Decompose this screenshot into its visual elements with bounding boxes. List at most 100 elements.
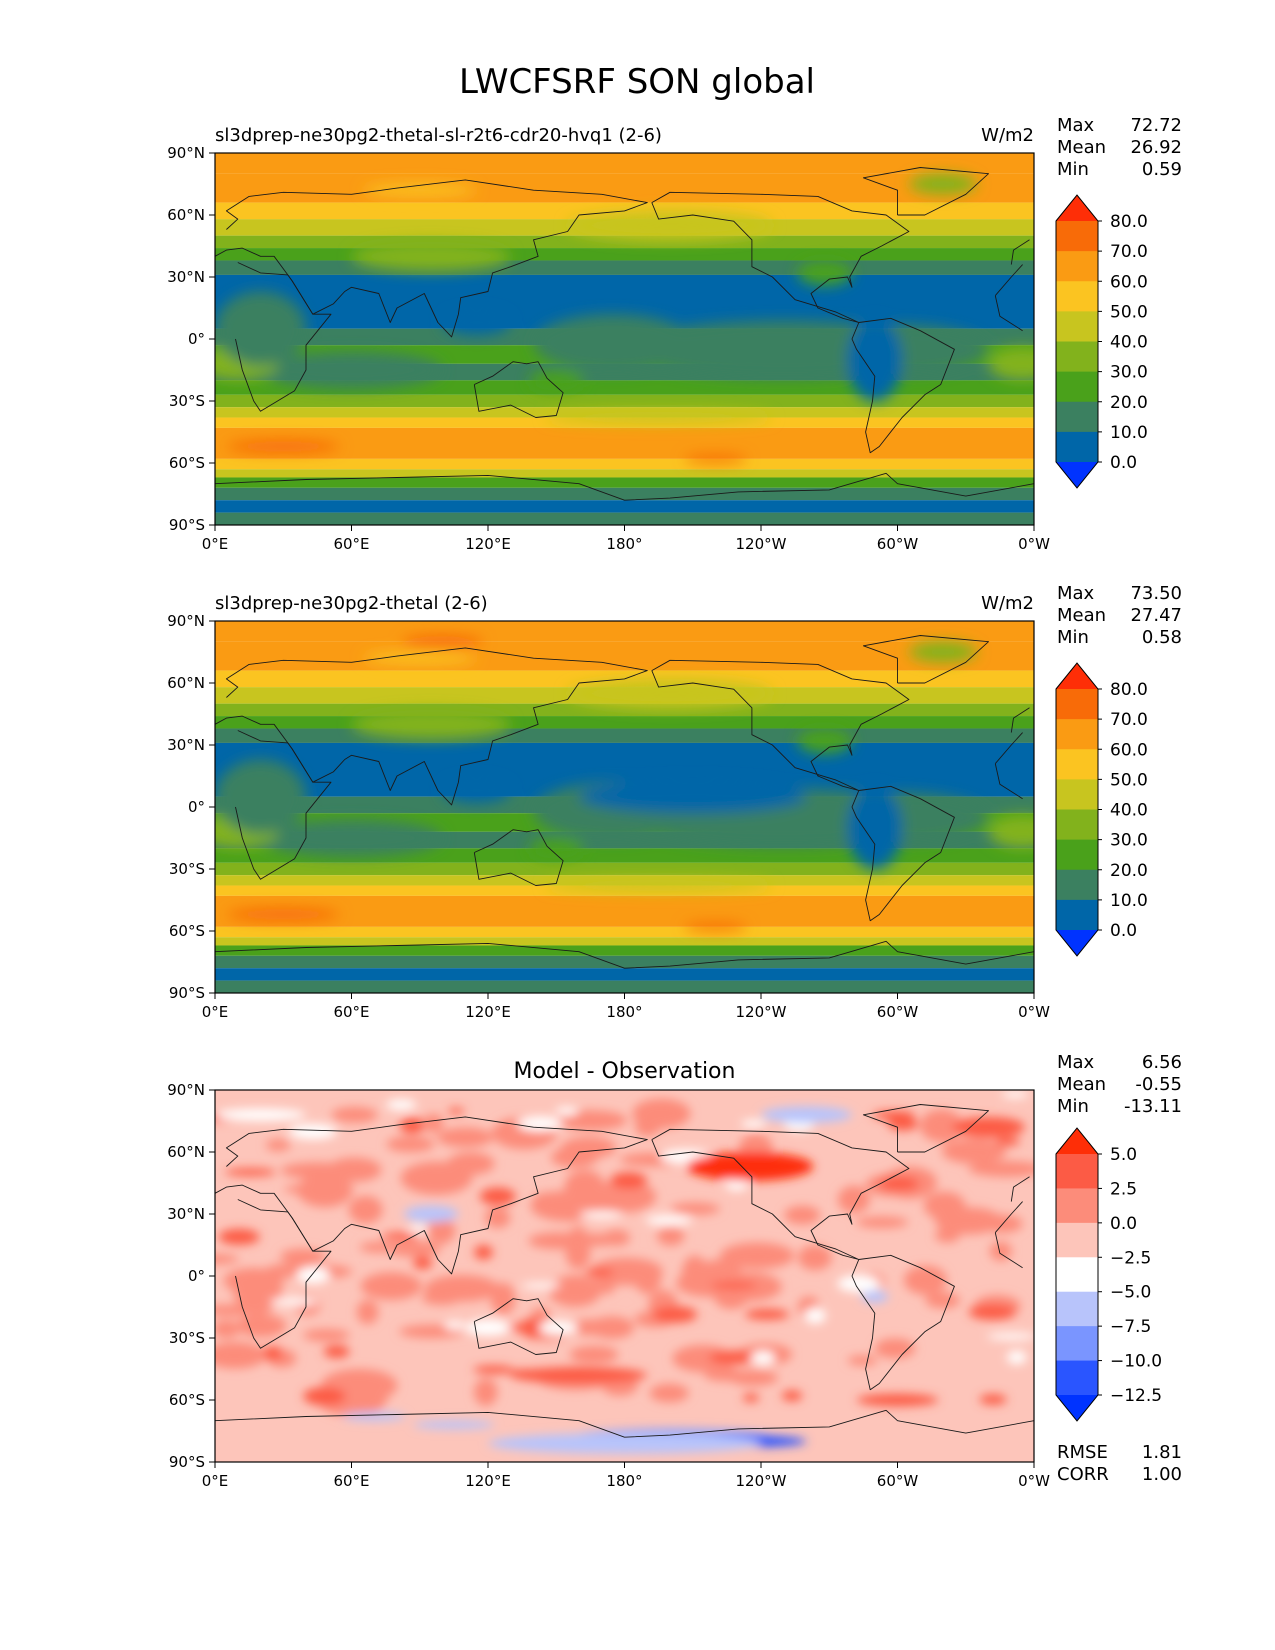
lon-tick-label: 0°E — [202, 1472, 229, 1490]
colorbar-tick-label: 30.0 — [1110, 363, 1148, 383]
lat-tick-label: 90°N — [167, 144, 205, 162]
colorbar-tick-label: 40.0 — [1110, 333, 1148, 353]
colorbar-tick-label: 5.0 — [1110, 1145, 1137, 1165]
stat-label-min: Min — [1057, 1096, 1089, 1117]
lat-tick-label: 30°S — [169, 860, 205, 878]
colorbar-tick-label: 2.5 — [1110, 1179, 1137, 1199]
stat-value-min: 0.59 — [1142, 159, 1182, 180]
lon-tick-label: 180° — [606, 1472, 642, 1490]
colorbar-tick-label: −7.5 — [1110, 1317, 1151, 1337]
stat-value-mean: 26.92 — [1130, 137, 1182, 158]
panel-subtitle: sl3dprep-ne30pg2-thetal-sl-r2t6-cdr20-hv… — [215, 125, 662, 146]
colorbar-tick-label: 0.0 — [1110, 453, 1137, 473]
colorbar-tick-label: 0.0 — [1110, 921, 1137, 941]
colorbar-tick-label: 80.0 — [1110, 680, 1148, 700]
lon-tick-label: 180° — [606, 1003, 642, 1021]
stat-value-mean: 27.47 — [1130, 605, 1182, 626]
lat-tick-label: 90°S — [169, 1453, 205, 1471]
stat-label-mean: Mean — [1057, 1074, 1106, 1095]
coastline-samerica — [851, 1254, 955, 1391]
stat-value-min: 0.58 — [1142, 627, 1182, 648]
lat-tick-label: 60°S — [169, 454, 205, 472]
lon-tick-label: 120°W — [736, 1003, 787, 1021]
colorbar-tick-label: 40.0 — [1110, 801, 1148, 821]
lon-tick-label: 60°W — [877, 1472, 919, 1490]
lat-tick-label: 90°S — [169, 984, 205, 1002]
coastline-antarctica — [215, 472, 1034, 501]
map-field — [215, 621, 1034, 993]
stat-value-max: 72.72 — [1130, 115, 1182, 136]
colorbar-tick-label: −10.0 — [1110, 1352, 1162, 1372]
colorbar-tick-label: 50.0 — [1110, 770, 1148, 790]
colorbar-tick-label: 80.0 — [1110, 212, 1148, 232]
colorbar-tick-label: 50.0 — [1110, 302, 1148, 322]
coastline-eurasia — [215, 179, 1030, 338]
colorbar-tick-label: 70.0 — [1110, 242, 1148, 262]
lat-tick-label: 60°N — [167, 206, 205, 224]
coastline-namerica — [651, 1128, 910, 1260]
colorbar-tick-label: 10.0 — [1110, 423, 1148, 443]
colorbar-tick-label: 20.0 — [1110, 393, 1148, 413]
coastline-greenland — [862, 635, 989, 684]
lon-tick-label: 60°W — [877, 535, 919, 553]
panel-title: Model - Observation — [514, 1059, 736, 1084]
stat-label-mean: Mean — [1057, 137, 1106, 158]
lat-tick-label: 0° — [188, 1267, 205, 1285]
lat-tick-label: 30°N — [167, 1205, 205, 1223]
stat-value-min: -13.11 — [1124, 1096, 1182, 1117]
stat-label-rmse: RMSE — [1057, 1442, 1108, 1463]
lat-tick-label: 30°N — [167, 736, 205, 754]
lon-tick-label: 0°W — [1018, 535, 1050, 553]
coastline-antarctica — [215, 1409, 1034, 1438]
lat-tick-label: 60°N — [167, 674, 205, 692]
map-panel-3: 90°N 60°N 30°N 0° 30°S 60°S 90°S0°E 60°E 120°E 18… — [167, 1052, 1182, 1490]
coastline-greenland — [862, 167, 989, 216]
lon-tick-label: 60°W — [877, 1003, 919, 1021]
lon-tick-label: 0°W — [1018, 1472, 1050, 1490]
colorbar-tick-label: −2.5 — [1110, 1248, 1151, 1268]
stat-label-max: Max — [1057, 583, 1095, 604]
stat-label-min: Min — [1057, 627, 1089, 648]
map-field — [215, 153, 1034, 525]
colorbar-field: 80.0 70.0 60.0 50.0 40.0 30.0 20.0 10.0 0.0 — [1055, 662, 1148, 957]
lat-tick-label: 60°S — [169, 1391, 205, 1409]
lat-tick-label: 30°N — [167, 268, 205, 286]
colorbar-field: 80.0 70.0 60.0 50.0 40.0 30.0 20.0 10.0 0.0 — [1055, 194, 1148, 489]
figure-title: LWCFSRF SON global — [459, 62, 815, 102]
panel-units: W/m2 — [981, 125, 1034, 146]
coastline-greenland — [862, 1104, 989, 1153]
lat-tick-label: 60°S — [169, 922, 205, 940]
lat-tick-label: 90°N — [167, 1081, 205, 1099]
coastline-samerica — [851, 317, 955, 454]
colorbar-tick-label: 10.0 — [1110, 891, 1148, 911]
stat-value-corr: 1.00 — [1142, 1464, 1182, 1485]
stat-value-mean: -0.55 — [1135, 1074, 1182, 1095]
lat-tick-label: 90°S — [169, 516, 205, 534]
lat-tick-label: 0° — [188, 330, 205, 348]
colorbar-tick-label: −5.0 — [1110, 1283, 1151, 1303]
coastline-australia — [473, 1298, 564, 1355]
stat-value-rmse: 1.81 — [1142, 1442, 1182, 1463]
stat-label-min: Min — [1057, 159, 1089, 180]
lon-tick-label: 0°W — [1018, 1003, 1050, 1021]
lon-tick-label: 180° — [606, 535, 642, 553]
map-panel-2: 90°N 60°N 30°N 0° 30°S 60°S 90°S0°E 60°E 120°E 18… — [167, 583, 1182, 1021]
lon-tick-label: 60°E — [333, 535, 369, 553]
stat-label-max: Max — [1057, 115, 1095, 136]
lon-tick-label: 60°E — [333, 1003, 369, 1021]
stat-label-corr: CORR — [1057, 1464, 1109, 1485]
coastline-namerica — [651, 191, 910, 323]
lat-tick-label: 60°N — [167, 1143, 205, 1161]
colorbar-tick-label: 30.0 — [1110, 831, 1148, 851]
colorbar-tick-label: 0.0 — [1110, 1214, 1137, 1234]
lon-tick-label: 120°W — [736, 535, 787, 553]
coastline-australia — [473, 361, 564, 418]
colorbar-tick-label: −12.5 — [1110, 1386, 1162, 1406]
coastline-eurasia — [215, 647, 1030, 806]
lon-tick-label: 60°E — [333, 1472, 369, 1490]
lat-tick-label: 90°N — [167, 612, 205, 630]
colorbar-tick-label: 70.0 — [1110, 710, 1148, 730]
colorbar-tick-label: 60.0 — [1110, 272, 1148, 292]
stat-value-max: 73.50 — [1130, 583, 1182, 604]
